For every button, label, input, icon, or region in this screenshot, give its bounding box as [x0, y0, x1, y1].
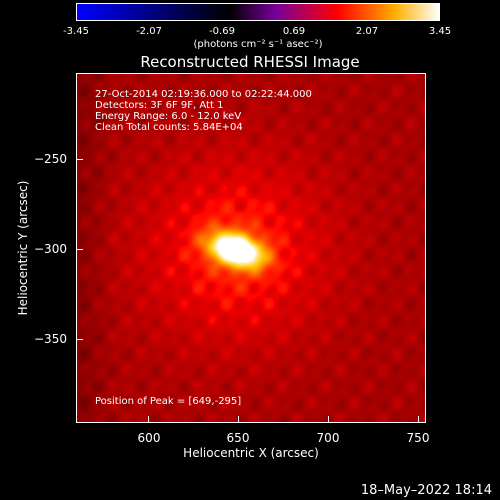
x-tick-label: 600: [137, 431, 161, 445]
colorbar-tick: 2.07: [355, 26, 379, 37]
y-tick-label: −350: [34, 332, 67, 346]
info-line-counts: Clean Total counts: 5.84E+04: [95, 122, 243, 133]
x-tick-mark: [418, 416, 419, 423]
y-tick-mark: [76, 249, 83, 250]
y-tick-label: −250: [34, 152, 67, 166]
peak-position-label: Position of Peak = [649,-295]: [95, 396, 242, 407]
colorbar: [76, 3, 440, 21]
x-tick-label: 750: [406, 431, 430, 445]
y-tick-label: −300: [34, 242, 67, 256]
image-plot-area: 27-Oct-2014 02:19:36.000 to 02:22:44.000…: [76, 73, 426, 423]
x-tick-label: 650: [226, 431, 250, 445]
y-axis-label: Heliocentric Y (arcsec): [16, 180, 30, 316]
colorbar-tick: -2.07: [136, 26, 162, 37]
colorbar-tick: 0.69: [282, 26, 306, 37]
y-tick-mark: [76, 339, 83, 340]
info-line-time: 27-Oct-2014 02:19:36.000 to 02:22:44.000: [95, 89, 312, 100]
info-line-detectors: Detectors: 3F 6F 9F, Att 1: [95, 100, 224, 111]
x-tick-label: 700: [316, 431, 340, 445]
image-title: Reconstructed RHESSI Image: [140, 53, 360, 71]
y-tick-mark: [76, 159, 83, 160]
x-tick-mark: [238, 416, 239, 423]
colorbar-unit-label: (photons cm⁻² s⁻¹ asec⁻²): [193, 39, 323, 50]
colorbar-tick: -0.69: [209, 26, 235, 37]
x-tick-mark: [148, 416, 149, 423]
x-tick-mark: [328, 416, 329, 423]
info-line-energy: Energy Range: 6.0 - 12.0 keV: [95, 111, 242, 122]
colorbar-tick: 3.45: [428, 26, 452, 37]
colorbar-tick: -3.45: [63, 26, 89, 37]
x-axis-label: Heliocentric X (arcsec): [183, 446, 319, 460]
xray-heatmap: [77, 74, 425, 422]
render-timestamp: 18–May–2022 18:14: [360, 483, 492, 498]
